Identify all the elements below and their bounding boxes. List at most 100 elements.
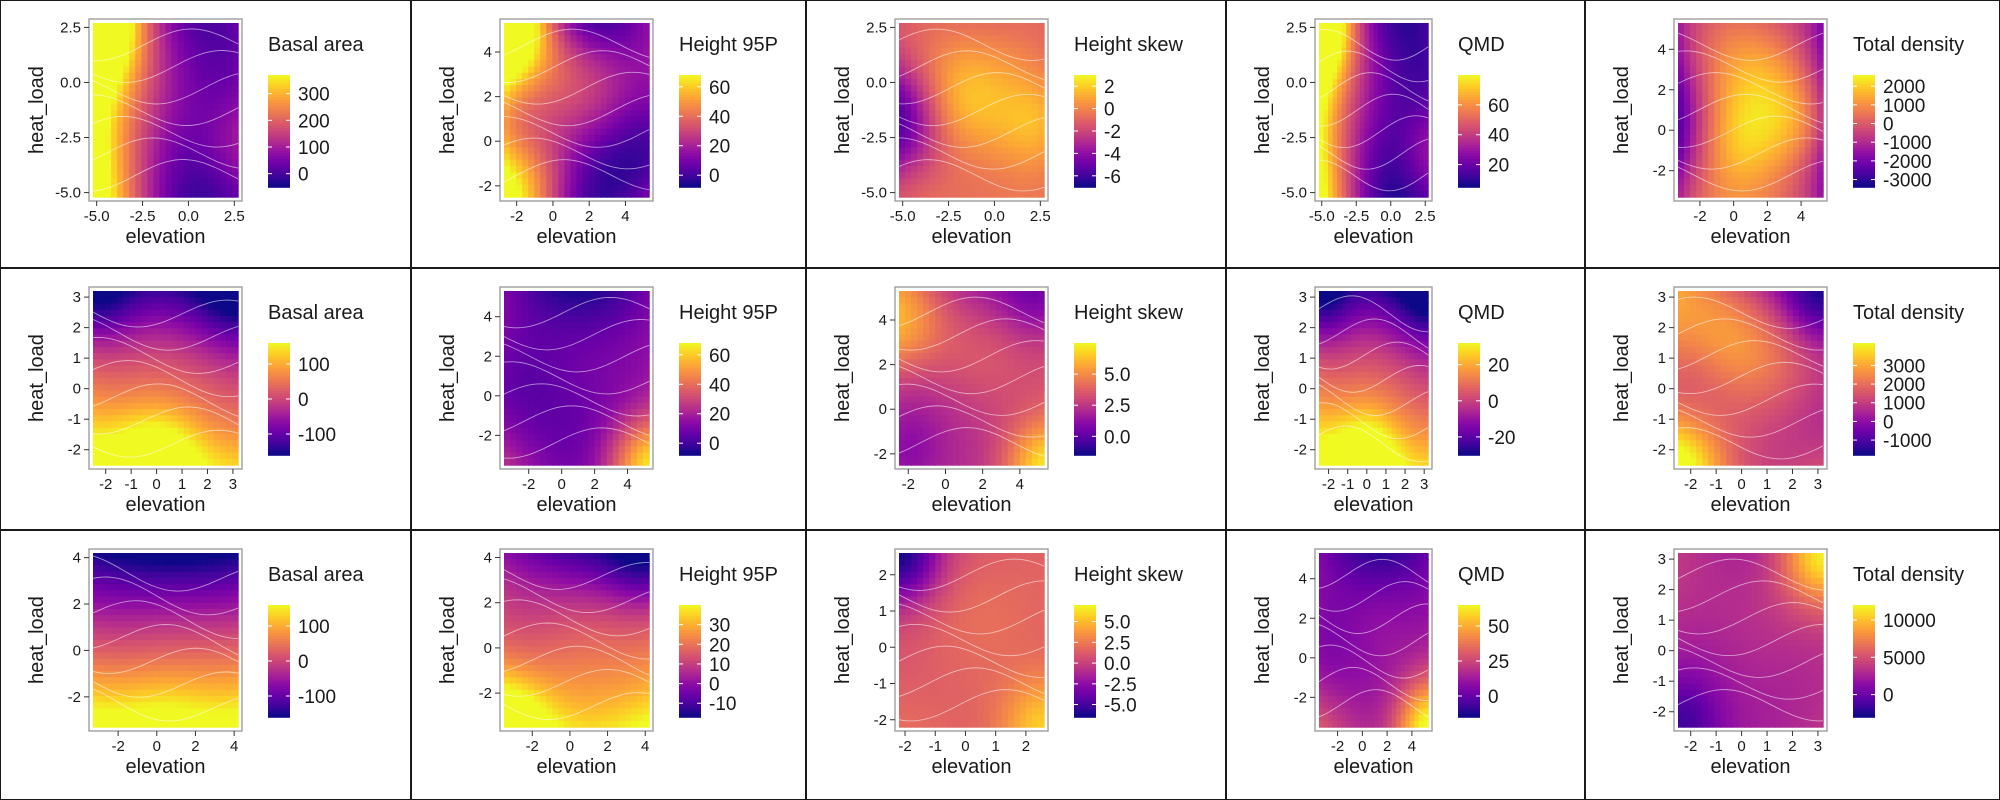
heatmap-cell bbox=[1400, 153, 1406, 161]
heatmap-cell bbox=[929, 141, 936, 148]
heatmap-cell bbox=[510, 85, 517, 93]
heatmap-cell bbox=[899, 110, 906, 117]
legend-swatch bbox=[268, 100, 290, 104]
heatmap-cell bbox=[594, 315, 602, 323]
heatmap-cell bbox=[1391, 23, 1397, 30]
heatmap-cell bbox=[534, 116, 541, 124]
heatmap-cell bbox=[1409, 116, 1416, 124]
heatmap-cell bbox=[1337, 97, 1343, 105]
heatmap-cell bbox=[552, 303, 560, 311]
heatmap-cell bbox=[1328, 91, 1334, 99]
heatmap-cell bbox=[183, 402, 191, 410]
legend-swatch bbox=[679, 161, 701, 166]
heatmap-cell bbox=[1414, 97, 1420, 105]
heatmap-cell bbox=[177, 85, 185, 93]
heatmap-cell bbox=[165, 78, 173, 86]
heatmap-cell bbox=[153, 35, 161, 43]
heatmap-cell bbox=[1726, 60, 1734, 68]
heatmap-cell bbox=[504, 60, 511, 68]
heatmap-cell bbox=[201, 23, 209, 30]
heatmap-cell bbox=[177, 309, 185, 317]
heatmap-cell bbox=[540, 390, 547, 398]
heatmap-cell bbox=[1714, 116, 1721, 124]
heatmap-cell bbox=[129, 91, 136, 99]
heatmap-cell bbox=[606, 178, 614, 186]
heatmap-cell bbox=[1387, 184, 1393, 192]
heatmap-cell bbox=[971, 134, 979, 142]
heatmap-cell bbox=[177, 190, 185, 198]
heatmap-cell bbox=[195, 359, 203, 367]
heatmap-cell bbox=[1350, 97, 1357, 105]
heatmap-cell bbox=[189, 35, 197, 43]
heatmap-cell bbox=[93, 47, 100, 55]
heatmap-cell bbox=[570, 147, 578, 155]
heatmap-cell bbox=[953, 165, 961, 173]
heatmap-cell bbox=[1001, 165, 1009, 173]
heatmap-cell bbox=[1368, 29, 1375, 37]
heatmap-cell bbox=[117, 47, 124, 55]
heatmap-cell bbox=[189, 359, 197, 367]
heatmap-cell bbox=[528, 346, 535, 354]
heatmap-cell bbox=[600, 178, 608, 186]
heatmap-cell bbox=[1780, 159, 1788, 167]
heatmap-cell bbox=[1678, 159, 1685, 167]
heatmap-cell bbox=[189, 371, 197, 379]
heatmap-cell bbox=[159, 110, 167, 117]
heatmap-cell bbox=[911, 122, 918, 130]
heatmap-cell bbox=[540, 334, 547, 342]
heatmap-cell bbox=[923, 41, 930, 49]
heatmap-cell bbox=[1418, 103, 1425, 111]
heatmap-cell bbox=[989, 72, 997, 80]
heatmap-cell bbox=[1720, 54, 1728, 61]
heatmap-cell bbox=[159, 72, 167, 80]
heatmap-cell bbox=[636, 147, 644, 155]
heatmap-cell bbox=[546, 141, 554, 148]
heatmap-cell bbox=[1396, 128, 1402, 136]
heatmap-cell bbox=[1792, 78, 1800, 86]
heatmap-cell bbox=[977, 190, 985, 198]
heatmap-cell bbox=[99, 159, 106, 167]
heatmap-cell bbox=[911, 54, 918, 61]
heatmap-cell bbox=[564, 85, 572, 93]
x-tick-label: 1 bbox=[178, 476, 186, 493]
heatmap-cell bbox=[207, 322, 215, 329]
heatmap-cell bbox=[588, 409, 596, 416]
heatmap-cell bbox=[225, 384, 233, 392]
heatmap-cell bbox=[1678, 54, 1685, 61]
heatmap-cell bbox=[935, 85, 942, 93]
heatmap-cell bbox=[135, 85, 143, 93]
heatmap-cell bbox=[1359, 41, 1366, 49]
heatmap-cell bbox=[177, 116, 185, 124]
heatmap-cell bbox=[1396, 85, 1402, 93]
heatmap-cell bbox=[159, 47, 167, 55]
legend-swatch bbox=[679, 159, 701, 163]
heatmap-cell bbox=[1732, 97, 1740, 105]
heatmap-cell bbox=[917, 165, 924, 173]
heatmap-cell bbox=[516, 440, 523, 448]
heatmap-cell bbox=[135, 60, 143, 68]
legend-swatch bbox=[268, 418, 290, 423]
heatmap-cell bbox=[105, 378, 112, 385]
heatmap-cell bbox=[153, 384, 161, 392]
legend-swatch bbox=[268, 83, 290, 87]
heatmap-cell bbox=[1031, 147, 1039, 155]
heatmap-cell bbox=[201, 291, 209, 298]
heatmap-cell bbox=[111, 396, 118, 404]
heatmap-cell bbox=[93, 402, 100, 410]
heatmap-cell bbox=[522, 309, 529, 317]
heatmap-cell bbox=[1319, 116, 1325, 124]
heatmap-cell bbox=[905, 116, 912, 124]
heatmap-cell bbox=[1364, 35, 1370, 43]
heatmap-cell bbox=[213, 371, 221, 379]
heatmap-cell bbox=[953, 172, 961, 180]
heatmap-cell bbox=[941, 128, 949, 136]
heatmap-cell bbox=[947, 141, 955, 148]
heatmap-cell bbox=[225, 402, 233, 410]
legend-colorbar bbox=[1458, 75, 1480, 188]
legend-swatch bbox=[1458, 164, 1480, 169]
heatmap-cell bbox=[1702, 97, 1709, 105]
heatmap-cell bbox=[1364, 72, 1370, 80]
heatmap-cell bbox=[534, 396, 541, 404]
heatmap-cell bbox=[564, 110, 572, 117]
heatmap-cell bbox=[195, 415, 203, 423]
